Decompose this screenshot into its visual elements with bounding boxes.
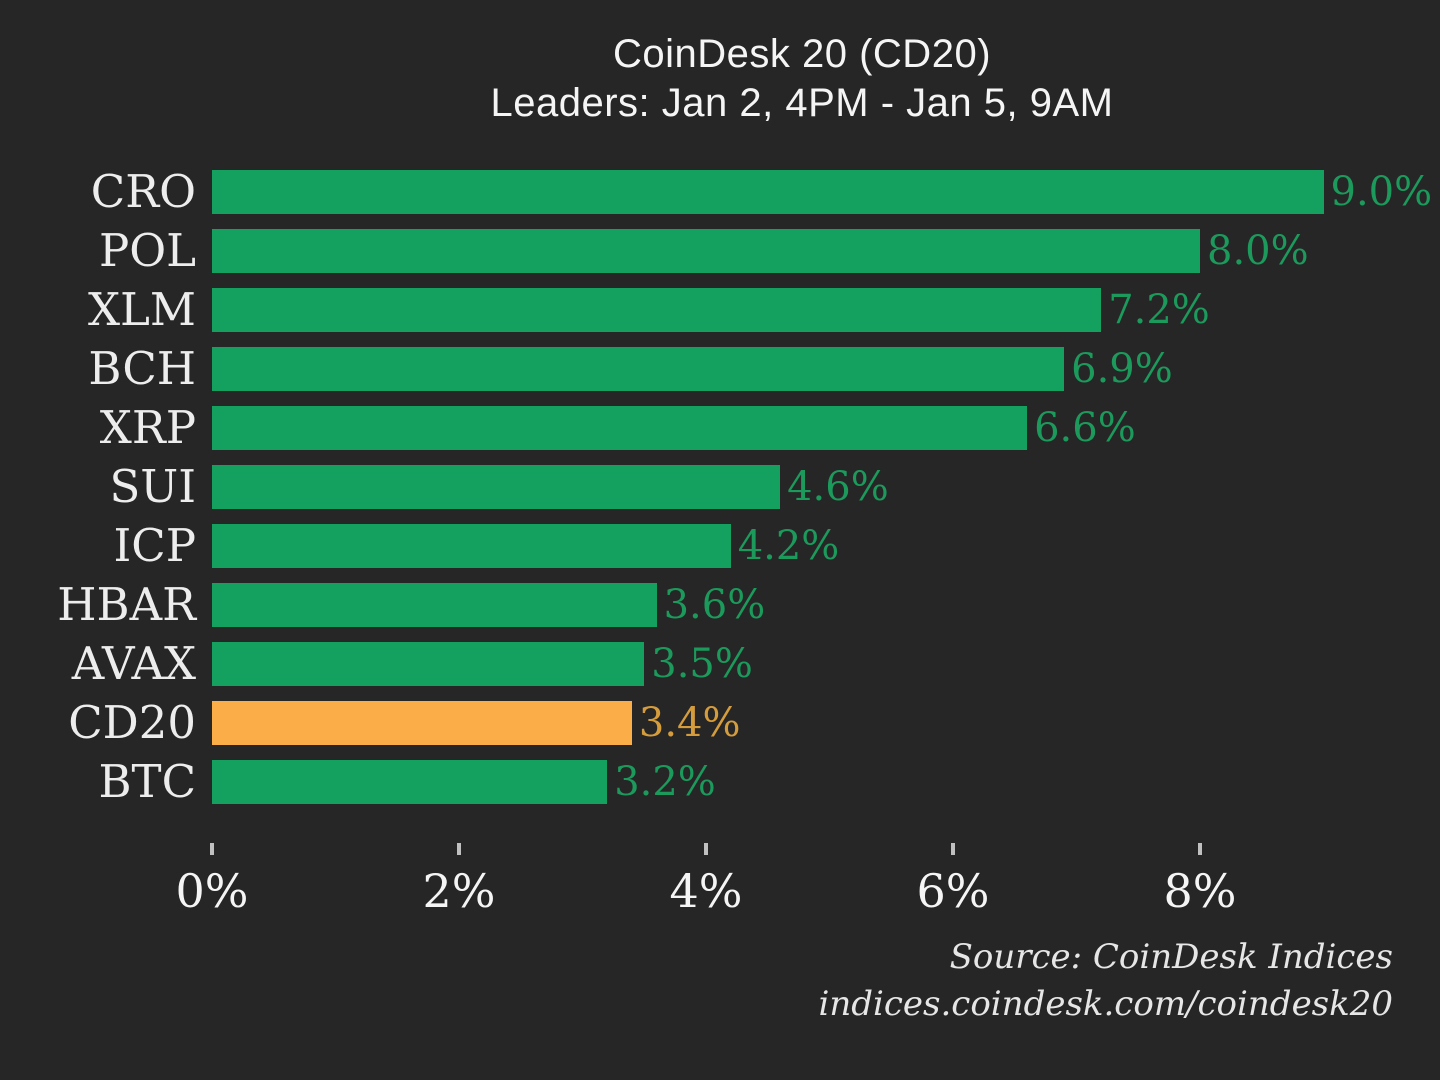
x-axis-tick-0%	[210, 843, 214, 855]
x-axis-tick-8%	[1198, 843, 1202, 855]
value-label-xlm: 7.2%	[1108, 287, 1210, 333]
x-axis-tick-2%	[457, 843, 461, 855]
bar-xlm	[212, 288, 1102, 332]
category-label-sui: SUI	[109, 460, 196, 513]
bar-cro	[212, 170, 1324, 214]
value-label-xrp: 6.6%	[1034, 405, 1136, 451]
chart-title-line2: Leaders: Jan 2, 4PM - Jan 5, 9AM	[490, 81, 1114, 125]
category-label-icp: ICP	[113, 519, 197, 572]
x-axis-tick-label-8%: 8%	[1163, 864, 1237, 918]
value-label-sui: 4.6%	[787, 464, 889, 510]
category-label-xrp: XRP	[99, 401, 196, 454]
x-axis-tick-4%	[704, 843, 708, 855]
x-axis-tick-label-6%: 6%	[916, 864, 990, 918]
value-label-btc: 3.2%	[614, 759, 716, 805]
x-axis-tick-label-4%: 4%	[669, 864, 743, 918]
x-axis-tick-label-2%: 2%	[422, 864, 496, 918]
bar-xrp	[212, 406, 1028, 450]
category-label-cro: CRO	[90, 165, 196, 218]
source-line2: indices.coindesk.com/coindesk20	[818, 984, 1393, 1024]
x-axis-tick-6%	[951, 843, 955, 855]
bar-bch	[212, 347, 1065, 391]
category-label-cd20: CD20	[68, 696, 196, 749]
x-axis-tick-label-0%: 0%	[175, 864, 249, 918]
value-label-cd20: 3.4%	[638, 700, 741, 746]
category-label-pol: POL	[98, 224, 196, 277]
value-label-hbar: 3.6%	[663, 582, 766, 628]
bar-cd20	[212, 701, 632, 745]
value-label-icp: 4.2%	[737, 523, 840, 569]
bar-avax	[212, 642, 645, 686]
source-attribution: Source: CoinDesk Indices indices.coindes…	[818, 934, 1393, 1028]
chart-title: CoinDesk 20 (CD20) Leaders: Jan 2, 4PM -…	[212, 30, 1392, 128]
category-label-btc: BTC	[98, 755, 196, 808]
bar-btc	[212, 760, 608, 804]
bar-icp	[212, 524, 731, 568]
bar-pol	[212, 229, 1200, 273]
bar-sui	[212, 465, 781, 509]
category-label-bch: BCH	[88, 342, 196, 395]
chart-title-line1: CoinDesk 20 (CD20)	[612, 32, 992, 76]
value-label-bch: 6.9%	[1071, 346, 1173, 392]
category-label-xlm: XLM	[88, 283, 196, 336]
category-label-hbar: HBAR	[57, 578, 196, 631]
value-label-cro: 9.0%	[1330, 169, 1433, 215]
value-label-pol: 8.0%	[1207, 228, 1309, 274]
bar-hbar	[212, 583, 657, 627]
value-label-avax: 3.5%	[651, 641, 753, 687]
source-line1: Source: CoinDesk Indices	[949, 937, 1393, 977]
category-label-avax: AVAX	[71, 637, 196, 690]
